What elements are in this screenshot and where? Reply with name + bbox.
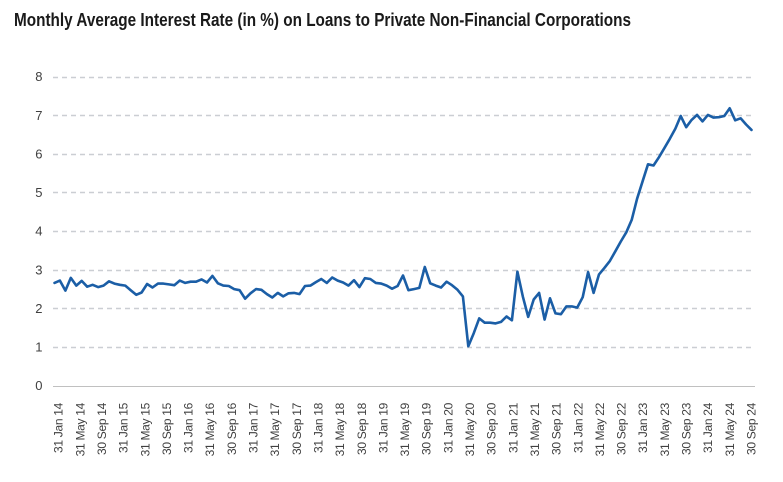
svg-text:31 May 24: 31 May 24 bbox=[723, 402, 737, 456]
svg-text:7: 7 bbox=[35, 108, 42, 123]
svg-text:31 Jan 17: 31 Jan 17 bbox=[247, 402, 261, 453]
svg-text:4: 4 bbox=[35, 224, 42, 239]
svg-text:31 May 18: 31 May 18 bbox=[333, 402, 347, 456]
svg-text:Monthly Average Interest Rate: Monthly Average Interest Rate (in %) on … bbox=[14, 10, 631, 30]
svg-text:31 May 21: 31 May 21 bbox=[528, 402, 542, 456]
svg-text:31 May 14: 31 May 14 bbox=[73, 402, 87, 456]
svg-text:30 Sep 16: 30 Sep 16 bbox=[225, 402, 239, 455]
svg-text:31 May 20: 31 May 20 bbox=[463, 402, 477, 456]
svg-text:30 Sep 15: 30 Sep 15 bbox=[160, 402, 174, 455]
svg-text:31 May 15: 31 May 15 bbox=[138, 402, 152, 456]
svg-text:31 Jan 14: 31 Jan 14 bbox=[52, 402, 66, 453]
svg-text:8: 8 bbox=[35, 69, 42, 84]
svg-text:31 May 19: 31 May 19 bbox=[398, 402, 412, 456]
svg-text:31 May 22: 31 May 22 bbox=[593, 402, 607, 456]
svg-text:2: 2 bbox=[35, 301, 42, 316]
svg-text:31 Jan 23: 31 Jan 23 bbox=[636, 402, 650, 453]
svg-text:31 Jan 15: 31 Jan 15 bbox=[117, 402, 131, 453]
svg-text:1: 1 bbox=[35, 340, 42, 355]
svg-text:30 Sep 14: 30 Sep 14 bbox=[95, 402, 109, 455]
svg-text:30 Sep 18: 30 Sep 18 bbox=[355, 402, 369, 455]
svg-text:30 Sep 17: 30 Sep 17 bbox=[290, 402, 304, 455]
svg-text:31 Jan 24: 31 Jan 24 bbox=[701, 402, 715, 453]
svg-text:31 Jan 22: 31 Jan 22 bbox=[571, 402, 585, 453]
svg-text:31 May 23: 31 May 23 bbox=[658, 402, 672, 456]
svg-text:30 Sep 22: 30 Sep 22 bbox=[615, 402, 629, 455]
svg-text:31 May 17: 31 May 17 bbox=[268, 402, 282, 456]
svg-text:31 Jan 20: 31 Jan 20 bbox=[441, 402, 455, 453]
svg-text:30 Sep 23: 30 Sep 23 bbox=[680, 402, 694, 455]
svg-text:30 Sep 24: 30 Sep 24 bbox=[744, 402, 758, 455]
svg-text:31 Jan 16: 31 Jan 16 bbox=[182, 402, 196, 453]
svg-text:31 Jan 19: 31 Jan 19 bbox=[376, 402, 390, 453]
svg-text:31 Jan 18: 31 Jan 18 bbox=[311, 402, 325, 453]
svg-text:31 May 16: 31 May 16 bbox=[203, 402, 217, 456]
svg-text:5: 5 bbox=[35, 185, 42, 200]
svg-text:30 Sep 20: 30 Sep 20 bbox=[485, 402, 499, 455]
svg-text:30 Sep 21: 30 Sep 21 bbox=[550, 402, 564, 455]
svg-text:6: 6 bbox=[35, 146, 42, 161]
svg-text:30 Sep 19: 30 Sep 19 bbox=[420, 402, 434, 455]
svg-text:31 Jan 21: 31 Jan 21 bbox=[506, 402, 520, 453]
svg-text:0: 0 bbox=[35, 378, 42, 393]
svg-text:3: 3 bbox=[35, 262, 42, 277]
